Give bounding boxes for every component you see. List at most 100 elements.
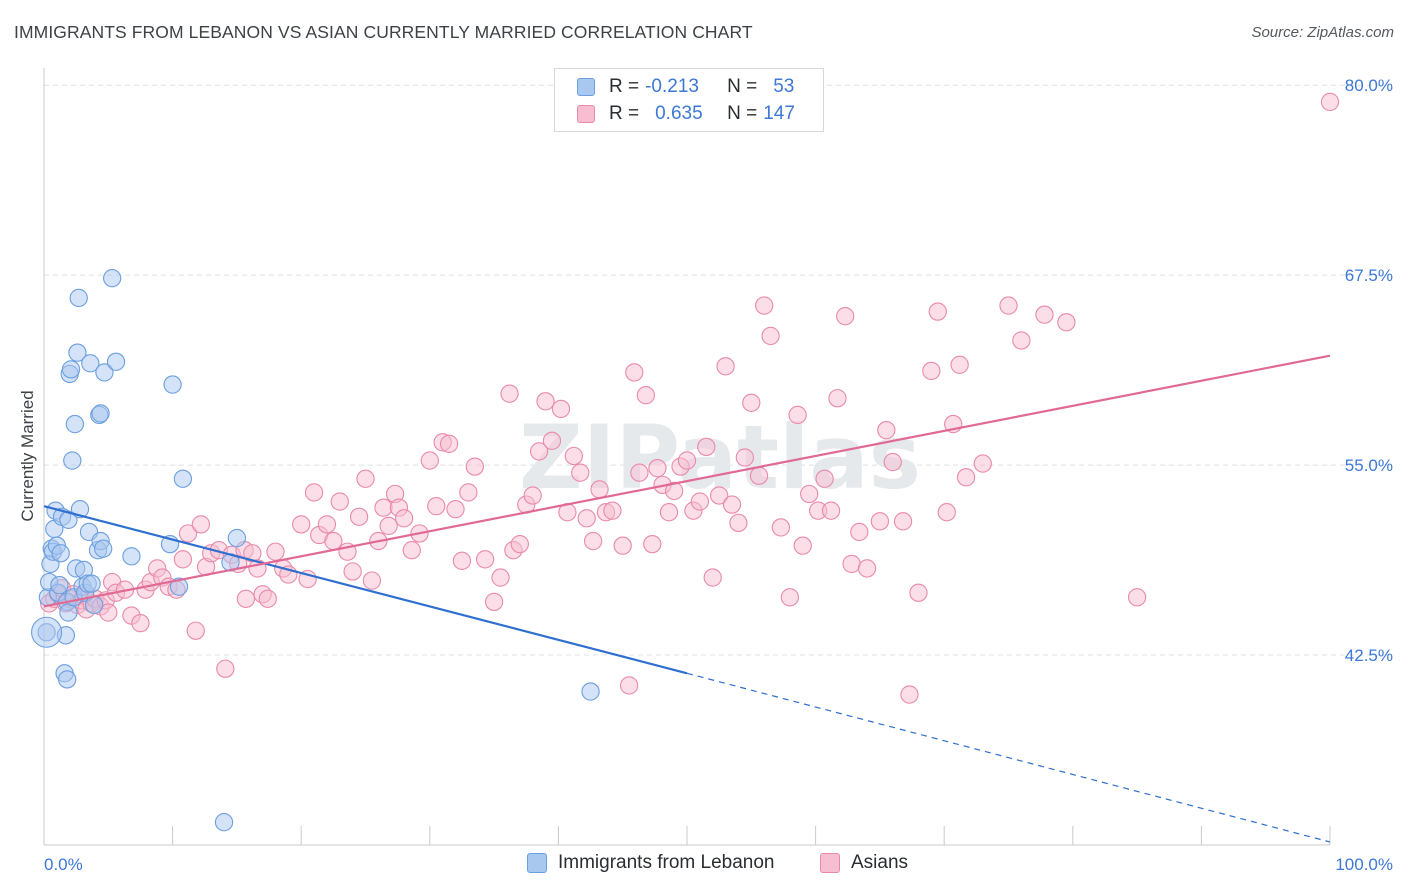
asians-point <box>510 534 529 554</box>
asians-point <box>755 296 774 315</box>
lebanon-point <box>173 469 193 488</box>
asians-point <box>735 448 755 467</box>
axis-labels: 42.5% 55.0% 67.5% 80.0% 0.0% 100.0% Currently … <box>18 76 1393 874</box>
asians-point <box>877 420 896 440</box>
asians-point <box>583 531 603 551</box>
asians-point <box>857 559 877 578</box>
legend-n-value: 147 <box>763 103 795 124</box>
y-tick-label: 80.0% <box>1345 76 1393 95</box>
lebanon-point <box>106 352 126 371</box>
source-attribution: Source: ZipAtlas.com <box>1251 24 1394 41</box>
legend-r-value: 0.635 <box>655 103 703 124</box>
asians-point <box>677 451 697 470</box>
y-tick-label: 67.5% <box>1345 266 1393 285</box>
legend-row-asians: R = 0.635 N = 147 <box>577 102 795 126</box>
lebanon-point <box>81 354 100 373</box>
asians-point <box>402 541 421 560</box>
asians-point <box>452 551 472 570</box>
asians-point <box>850 522 869 542</box>
asians-point <box>630 463 649 482</box>
asians-point <box>349 507 369 526</box>
asians-point <box>950 355 969 374</box>
asians-point <box>828 389 847 408</box>
lebanon-point <box>50 575 69 595</box>
asians-point <box>99 603 118 622</box>
asians-point <box>1127 588 1147 607</box>
asians-point <box>716 357 735 376</box>
lebanon-point <box>94 539 113 558</box>
legend-swatch-pink <box>577 105 595 123</box>
asians-point <box>603 501 622 520</box>
asians-point <box>258 589 277 608</box>
lebanon-point <box>227 528 247 548</box>
asians-point <box>710 486 729 505</box>
asians-point <box>529 442 549 461</box>
asians-point <box>900 685 919 704</box>
x-tick-label: 100.0% <box>1335 855 1393 874</box>
lebanon-trend-extension <box>686 672 1331 843</box>
lebanon-points <box>31 269 600 832</box>
legend-item-asians[interactable]: Asians <box>820 852 908 874</box>
legend-item-label: Immigrants from Lebanon <box>558 852 775 873</box>
legend-row-lebanon: R = -0.213 N = 53 <box>577 75 794 99</box>
lebanon-point <box>31 616 63 648</box>
asians-point <box>909 583 928 602</box>
trend-lines <box>43 354 1331 843</box>
legend-r-value: -0.213 <box>645 76 699 97</box>
asians-point <box>815 469 834 488</box>
asians-point <box>324 531 343 551</box>
lebanon-point <box>163 375 182 394</box>
asians-point <box>742 393 761 412</box>
asians-point <box>780 588 800 607</box>
asians-point <box>394 509 414 528</box>
asians-point <box>1035 305 1054 324</box>
chart-title: IMMIGRANTS FROM LEBANON VS ASIAN CURRENT… <box>14 22 753 42</box>
asians-point <box>648 458 667 478</box>
asians-point <box>664 481 684 501</box>
legend-item-lebanon[interactable]: Immigrants from Lebanon <box>527 852 775 874</box>
asians-point <box>266 542 285 561</box>
asians-point <box>1012 331 1031 350</box>
asians-point <box>722 495 742 514</box>
correlation-legend: R = -0.213 N = 53 R = 0.635 N = 147 <box>554 68 824 132</box>
lebanon-point <box>59 510 78 529</box>
asians-point <box>500 384 519 403</box>
asians-point <box>216 659 235 678</box>
y-axis-title: Currently Married <box>18 390 37 521</box>
lebanon-point <box>103 269 122 288</box>
lebanon-point <box>68 343 87 362</box>
asians-point <box>484 592 504 612</box>
asians-point <box>178 524 198 543</box>
asians-point <box>446 500 465 519</box>
asians-point <box>173 550 193 569</box>
asians-point <box>800 484 819 504</box>
legend-n-value: 53 <box>773 76 795 97</box>
asians-point <box>625 363 644 382</box>
asians-point <box>749 466 769 485</box>
asians-point <box>186 621 205 640</box>
asians-point <box>564 446 583 466</box>
asians-point <box>836 307 855 326</box>
asians-point <box>842 554 861 574</box>
x-tick-label: 0.0% <box>44 855 83 874</box>
asians-points <box>39 92 1340 704</box>
lebanon-point <box>91 404 110 423</box>
asians-point <box>928 302 947 321</box>
asians-point <box>131 613 150 633</box>
asians-point <box>922 361 941 381</box>
lebanon-point <box>214 813 234 832</box>
asians-point <box>571 463 590 482</box>
lebanon-point <box>65 414 85 434</box>
asians-point <box>362 571 382 590</box>
asians-point <box>439 434 459 453</box>
lebanon-point <box>51 544 70 563</box>
asians-point <box>459 483 478 502</box>
lebanon-point <box>95 363 114 382</box>
lebanon-point <box>59 603 78 622</box>
asians-trend-line <box>43 354 1331 608</box>
lebanon-point <box>61 360 81 379</box>
asians-point <box>821 501 841 520</box>
legend-item-label: Asians <box>851 852 909 873</box>
asians-point <box>427 496 446 516</box>
